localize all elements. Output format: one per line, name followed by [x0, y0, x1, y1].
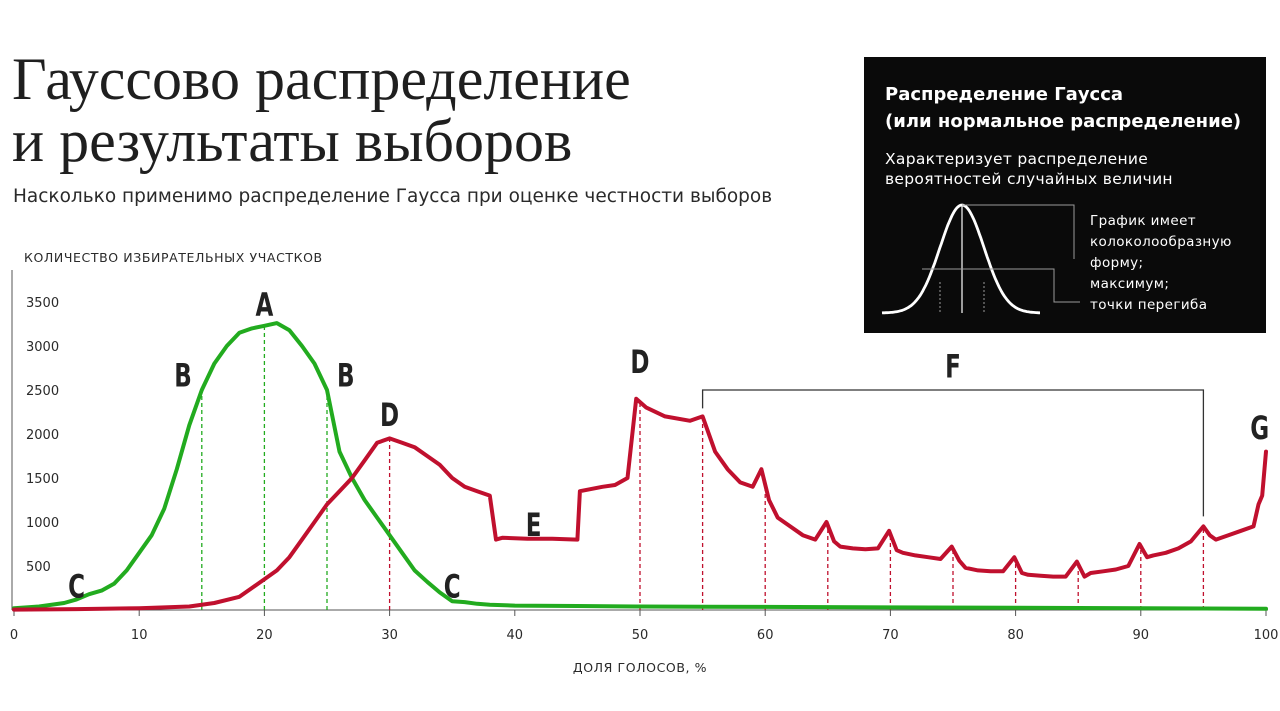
x-tick-label: 30: [381, 628, 398, 643]
x-tick-label: 20: [256, 628, 273, 643]
annotation-letter: E: [526, 506, 542, 544]
x-tick-label: 0: [10, 628, 18, 643]
x-tick-label: 50: [632, 628, 649, 643]
info-box-notes: График имеет колоколообразную форму; мак…: [1090, 211, 1232, 316]
red-series-line: [12, 396, 1268, 612]
x-tick-label: 10: [131, 628, 148, 643]
range-bracket-f: [701, 389, 1205, 517]
y-tick-label: 1500: [26, 472, 59, 487]
info-desc-line-1: Характеризует распределение: [885, 150, 1149, 168]
title-line-2: и результаты выборов: [12, 108, 573, 174]
info-desc-line-2: вероятностей случайных величин: [885, 170, 1173, 188]
annotation-letter: G: [1250, 409, 1269, 447]
x-tick-label: 70: [882, 628, 899, 643]
annotation-letter: C: [68, 568, 85, 606]
x-tick-label: 80: [1007, 628, 1024, 643]
y-tick-label: 1000: [26, 516, 59, 531]
x-tick-label: 60: [757, 628, 774, 643]
info-note: точки перегиба: [1090, 297, 1208, 313]
y-axis-label: КОЛИЧЕСТВО ИЗБИРАТЕЛЬНЫХ УЧАСТКОВ: [24, 250, 323, 265]
y-tick-label: 500: [26, 560, 51, 575]
bell-curve-icon: [881, 203, 1080, 315]
page-title: Гауссово распределение и результаты выбо…: [12, 48, 852, 172]
x-tick-label: 100: [1254, 628, 1279, 643]
info-note: График имеет: [1090, 213, 1197, 229]
info-title-line-1: Распределение Гаусса: [885, 84, 1124, 105]
annotation-letter: D: [380, 396, 399, 434]
info-title-line-2: (или нормальное распределение): [885, 111, 1242, 132]
x-axis-label: ДОЛЯ ГОЛОСОВ, %: [572, 660, 708, 675]
annotation-letter: A: [255, 286, 273, 324]
y-tick-label: 2000: [26, 428, 59, 443]
y-tick-label: 2500: [26, 384, 59, 399]
info-box-description: Характеризует распределение вероятностей…: [885, 149, 1173, 189]
bell-curve-line: [881, 203, 1040, 315]
annotation-letter: C: [444, 568, 461, 606]
gauss-info-box: Распределение Гаусса (или нормальное рас…: [864, 57, 1266, 333]
title-line-1: Гауссово распределение: [12, 46, 631, 112]
annotation-letter: F: [945, 348, 961, 386]
y-tick-label: 3000: [26, 340, 59, 355]
info-box-title: Распределение Гаусса (или нормальное рас…: [885, 81, 1241, 135]
x-tick-label: 90: [1133, 628, 1150, 643]
info-note: форму;: [1090, 255, 1144, 271]
annotation-letter: D: [630, 343, 649, 381]
annotation-letter: B: [174, 357, 192, 395]
x-tick-label: 40: [507, 628, 524, 643]
y-tick-label: 3500: [26, 296, 59, 311]
bell-leader-line: [922, 268, 1080, 303]
bell-leader-line: [962, 204, 1075, 259]
annotation-letter: B: [337, 357, 355, 395]
page-subtitle: Насколько применимо распределение Гаусса…: [13, 186, 773, 207]
info-note: максимум;: [1090, 276, 1170, 292]
green-series-line: [12, 321, 1268, 611]
info-note: колоколообразную: [1090, 234, 1232, 250]
